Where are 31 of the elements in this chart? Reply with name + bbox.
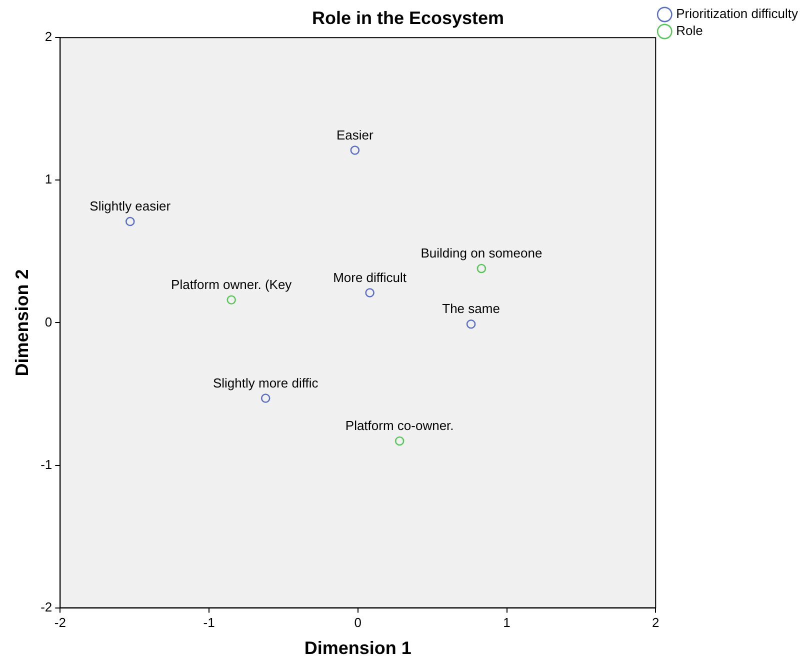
chart-title: Role in the Ecosystem xyxy=(312,8,504,28)
y-tick-label: 1 xyxy=(44,172,52,187)
y-axis-title: Dimension 2 xyxy=(12,269,32,376)
annotation: Easier xyxy=(336,127,374,142)
annotation: More difficult xyxy=(333,270,407,285)
point xyxy=(466,319,476,329)
point xyxy=(260,394,270,403)
legend-label: Prioritization difficulty xyxy=(676,6,798,22)
annotation: Slightly easier xyxy=(90,198,172,214)
point xyxy=(394,436,404,446)
x-tick-label: -2 xyxy=(54,615,66,630)
annotation: The same xyxy=(442,301,500,316)
x-tick-label: -1 xyxy=(203,615,215,630)
x-tick-label: 2 xyxy=(652,615,660,630)
x-tick-label: 1 xyxy=(503,615,510,630)
x-axis-title: Dimension 1 xyxy=(304,638,412,658)
y-tick-label: 0 xyxy=(44,314,52,330)
annotation: Slightly more diffic xyxy=(212,375,319,390)
y-tick-label: -1 xyxy=(40,456,52,472)
annotation: Platform owner. (Key xyxy=(171,276,292,292)
x-tick-label: 0 xyxy=(354,615,362,630)
point xyxy=(226,295,236,305)
annotation: Building on someone xyxy=(420,246,542,261)
point xyxy=(476,264,486,274)
y-tick-label: 2 xyxy=(44,29,52,44)
annotation: Platform co-owner. xyxy=(345,418,454,434)
point xyxy=(125,216,135,226)
legend-label: Role xyxy=(676,23,703,38)
point xyxy=(350,146,360,155)
y-tick-label: -2 xyxy=(40,599,52,614)
point xyxy=(365,288,374,298)
